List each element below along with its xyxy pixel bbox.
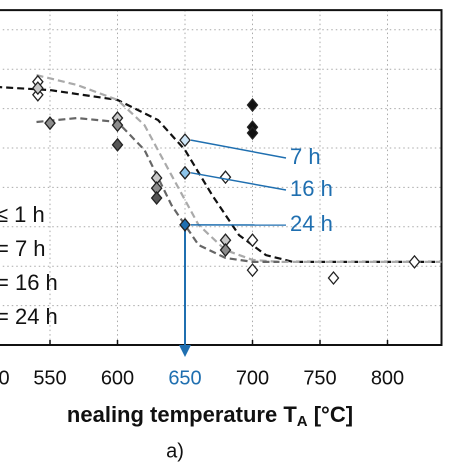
data-point (219, 243, 232, 258)
data-point (150, 191, 163, 206)
caption: a) (166, 440, 184, 462)
data-point (32, 81, 44, 96)
annotation: 7 h (290, 144, 321, 169)
data-point (179, 133, 191, 148)
data-point (219, 170, 232, 185)
data-point (179, 217, 191, 232)
x-tick-label: 550 (33, 367, 66, 389)
annotation: 16 h (290, 176, 333, 201)
x-tick-label: 650 (168, 367, 201, 389)
data-point (408, 254, 421, 269)
legend-entry: ≤ 1 h (0, 202, 45, 227)
annotation-line (190, 139, 287, 159)
x-tick-label: 800 (371, 367, 404, 389)
arrow-head (179, 345, 191, 357)
legend-entry: = 24 h (0, 304, 58, 329)
annotation-line (190, 172, 287, 191)
data-point (44, 116, 56, 131)
x-tick-label: 600 (101, 367, 134, 389)
data-point (246, 263, 259, 278)
data-point (111, 118, 124, 133)
data-point (179, 165, 191, 180)
data-point (246, 233, 259, 248)
x-axis-label: nealing temperature TA [°C] (67, 402, 353, 430)
data-point (246, 98, 259, 113)
fit-curve (36, 116, 280, 263)
legend-entry: = 7 h (0, 236, 46, 261)
x-tick-label: 700 (236, 367, 269, 389)
data-point (327, 271, 340, 286)
plot-frame (0, 9, 443, 346)
fit-curve (0, 86, 442, 263)
legend-entry: = 16 h (0, 270, 58, 295)
x-tick-label: 750 (303, 367, 336, 389)
annotation: 24 h (290, 211, 333, 236)
data-point (246, 126, 259, 141)
x-tick-label: 0 (0, 367, 10, 389)
data-point (111, 137, 124, 152)
